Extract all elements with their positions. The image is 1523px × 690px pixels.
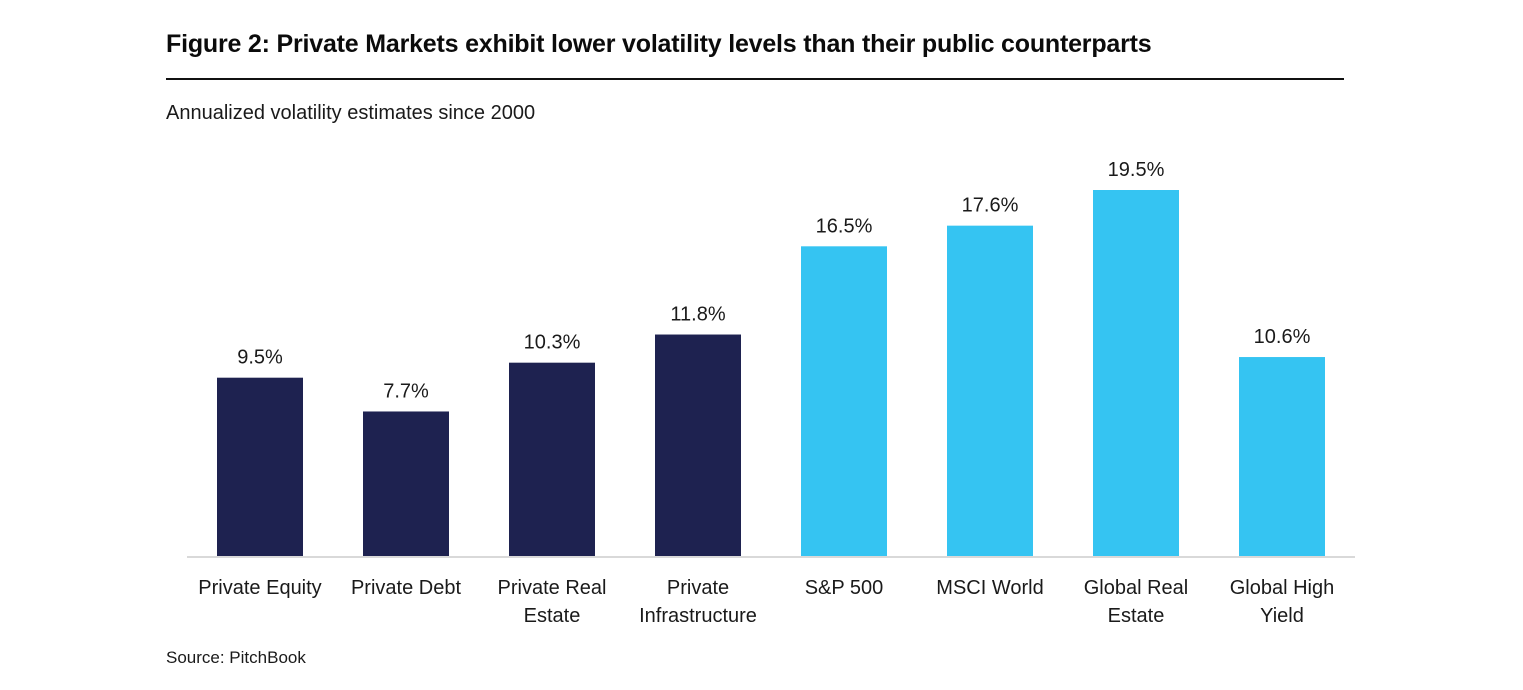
category-label-line: MSCI World	[936, 577, 1043, 599]
category-label-line: Private Debt	[351, 577, 461, 599]
value-label-msci-world: 17.6%	[962, 195, 1019, 217]
value-label-private-real-estate: 10.3%	[524, 332, 581, 354]
bar-msci-world	[947, 225, 1033, 556]
category-label-line: Private Equity	[198, 577, 321, 599]
category-label-global-real-estate: Global Real Estate	[1084, 577, 1189, 627]
value-label-s-p-500: 16.5%	[816, 215, 873, 237]
value-label-private-infrastructure: 11.8%	[670, 304, 725, 326]
category-label-line: Infrastructure	[639, 605, 757, 627]
figure-subtitle: Annualized volatility estimates since 20…	[166, 102, 536, 124]
category-label-global-high-yield: Global High Yield	[1230, 577, 1335, 627]
category-label-line: Estate	[1108, 605, 1165, 627]
category-label-private-infrastructure: Private Infrastructure	[639, 577, 757, 627]
category-label-private-debt: Private Debt	[351, 577, 461, 599]
category-label-private-real-estate: Private Real Estate	[498, 577, 607, 627]
category-label-line: Private	[667, 577, 729, 599]
value-labels-group: 9.5% 7.7% 10.3% 11.8% 16.5% 17.6% 19.5% 10.6%	[237, 159, 1310, 402]
bars-group	[217, 190, 1325, 557]
value-label-global-high-yield: 10.6%	[1254, 326, 1311, 348]
source-note: Source: PitchBook	[166, 648, 306, 667]
category-label-line: Estate	[524, 605, 581, 627]
category-label-line: S&P 500	[805, 577, 884, 599]
category-label-line: Yield	[1260, 605, 1304, 627]
bar-private-equity	[217, 377, 303, 556]
category-label-line: Global High	[1230, 577, 1335, 599]
category-labels-group: Private Equity Private Debt Private Real Es…	[198, 577, 1334, 627]
bar-global-high-yield	[1239, 357, 1325, 556]
bar-s-p-500	[801, 246, 887, 557]
category-label-line: Private Real	[498, 577, 607, 599]
figure-title: Figure 2: Private Markets exhibit lower …	[166, 30, 1152, 58]
value-label-global-real-estate: 19.5%	[1108, 159, 1165, 181]
value-label-private-debt: 7.7%	[383, 380, 429, 402]
bar-private-infrastructure	[655, 334, 741, 556]
title-divider	[166, 78, 1344, 80]
bar-global-real-estate	[1093, 190, 1179, 556]
category-label-line: Global Real	[1084, 577, 1189, 599]
bar-private-real-estate	[509, 362, 595, 556]
bar-private-debt	[363, 411, 449, 556]
category-label-msci-world: MSCI World	[936, 577, 1043, 599]
category-label-private-equity: Private Equity	[198, 577, 321, 599]
category-label-s-p-500: S&P 500	[805, 577, 884, 599]
value-label-private-equity: 9.5%	[237, 347, 283, 369]
